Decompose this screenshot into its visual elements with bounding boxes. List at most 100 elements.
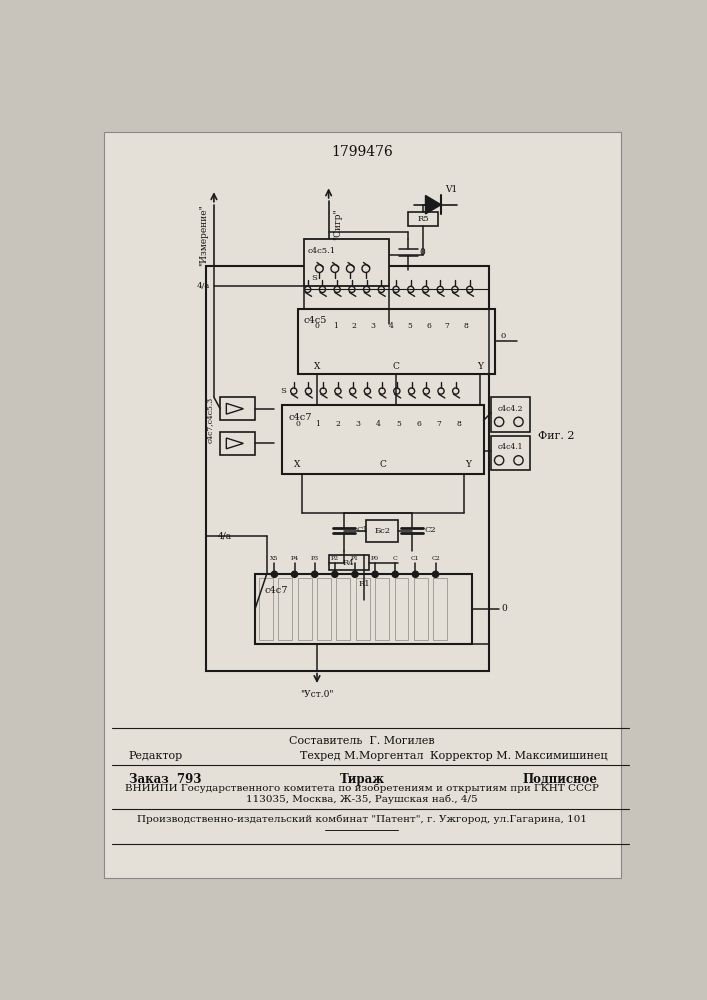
Text: с4с5.1: с4с5.1 [308,247,336,255]
Bar [220,397,255,420]
Text: 0: 0 [315,322,320,330]
Polygon shape [329,310,333,373]
Text: Фиг. 2: Фиг. 2 [538,431,574,441]
Text: 7: 7 [445,322,450,330]
Polygon shape [335,310,339,373]
Bar [279,578,292,640]
Text: "Уст.0": "Уст.0" [300,690,334,699]
Text: 8: 8 [457,420,461,428]
Bar [395,578,409,640]
Text: 113035, Москва, Ж-35, Раушская наб., 4/5: 113035, Москва, Ж-35, Раушская наб., 4/5 [246,795,478,804]
Text: Тираж: Тираж [339,773,385,786]
Text: X5: X5 [270,556,279,561]
Bar [375,578,389,640]
Text: 2: 2 [336,420,340,428]
Bar [491,436,530,470]
Text: Корректор М. Максимишинец: Корректор М. Максимишинец [430,751,607,761]
Bar [220,432,255,455]
Circle shape [352,571,358,577]
Text: C: C [393,556,397,561]
Text: 7: 7 [436,420,441,428]
Text: V1: V1 [445,185,457,194]
Text: Заказ  793: Заказ 793 [129,773,201,786]
Text: 1: 1 [333,322,338,330]
Circle shape [433,571,438,577]
Text: X: X [314,362,320,371]
Bar [409,212,438,226]
Text: 5: 5 [407,322,412,330]
Bar [298,309,495,374]
Text: 6: 6 [416,420,421,428]
Text: S: S [280,387,286,395]
Polygon shape [316,310,321,373]
Text: с4с5: с4с5 [304,316,327,325]
Bar [337,578,351,640]
Bar [433,578,448,640]
Bar [414,578,428,640]
Bar [304,239,389,286]
Text: с4с7: с4с7 [288,413,312,422]
Bar [317,578,331,640]
Text: S: S [312,274,317,282]
Polygon shape [304,310,308,373]
Text: 8: 8 [463,322,468,330]
Text: Составитель  Г. Могилев: Составитель Г. Могилев [289,736,435,746]
Circle shape [392,571,398,577]
Text: 6: 6 [426,322,431,330]
Text: Y: Y [477,362,483,371]
Bar [344,577,385,592]
Text: 2: 2 [352,322,356,330]
Text: R1: R1 [358,580,370,588]
Bar [356,578,370,640]
Text: Бс2: Бс2 [374,527,390,535]
Text: C1: C1 [356,526,368,534]
Text: 4: 4 [389,322,394,330]
Text: Y: Y [465,460,471,469]
Polygon shape [322,310,327,373]
Text: R5: R5 [417,215,429,223]
Text: C: C [380,460,386,469]
Text: Подписное: Подписное [522,773,597,786]
Bar [329,555,369,570]
Text: 4: 4 [376,420,380,428]
Text: 0: 0 [296,420,300,428]
Bar [491,397,530,432]
Text: X: X [294,460,300,469]
Text: ВНИИПИ Государственного комитета по изобретениям и открытиям при ГКНТ СССР: ВНИИПИ Государственного комитета по изоб… [125,784,599,793]
Text: 4/а: 4/а [197,282,210,290]
Text: 0: 0 [501,604,507,613]
Text: C1: C1 [411,556,420,561]
Text: P3: P3 [310,556,319,561]
Bar [282,405,484,474]
Text: 0: 0 [419,248,425,257]
Text: 3: 3 [370,322,375,330]
Polygon shape [310,310,315,373]
Bar [298,578,312,640]
Bar [255,574,472,644]
Bar [206,266,489,671]
Text: P1: P1 [351,556,359,561]
Text: Редактор: Редактор [129,751,183,761]
Circle shape [412,571,419,577]
Polygon shape [426,195,441,214]
Text: с4с4.1: с4с4.1 [498,443,523,451]
Text: P4: P4 [291,556,298,561]
Text: 0: 0 [501,332,506,340]
Text: 5: 5 [396,420,401,428]
Text: с4с7: с4с7 [264,586,288,595]
Text: "Измерение": "Измерение" [199,205,208,266]
Bar [259,578,273,640]
Circle shape [291,571,298,577]
Text: 1799476: 1799476 [331,145,393,159]
Circle shape [312,571,317,577]
Circle shape [332,571,338,577]
Bar [366,520,398,542]
Text: C2: C2 [431,556,440,561]
Text: P0: P0 [371,556,379,561]
Text: с4с7,с4с5.3: с4с7,с4с5.3 [206,397,214,443]
Text: R4: R4 [343,559,355,567]
Text: "Сигр": "Сигр" [333,208,342,240]
Circle shape [271,571,277,577]
Text: C2: C2 [425,526,436,534]
Text: P2: P2 [331,556,339,561]
